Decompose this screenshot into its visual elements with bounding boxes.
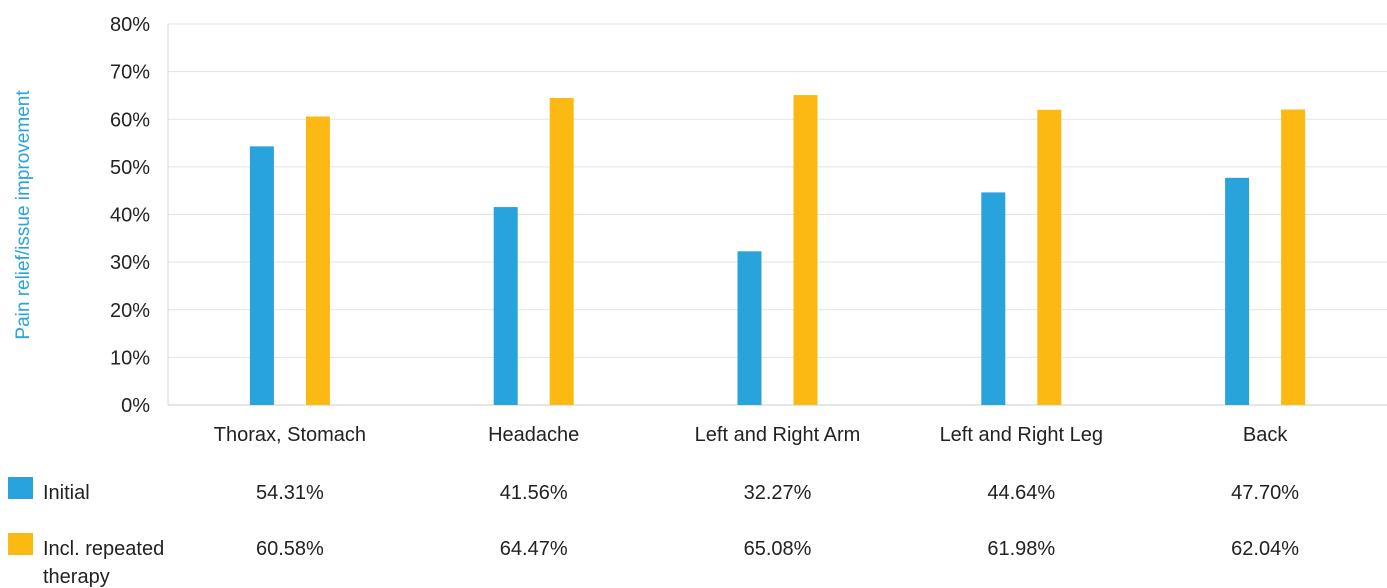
- legend-swatch-initial: [8, 477, 33, 499]
- legend-label: Initial: [43, 482, 90, 504]
- bar-initial: [1225, 177, 1250, 405]
- x-tick-label: Thorax, Stomach: [214, 424, 366, 446]
- legend-label: Incl. repeated: [43, 538, 164, 560]
- bar-initial: [249, 146, 274, 405]
- bars: [249, 95, 1306, 406]
- bar-repeated: [1281, 109, 1306, 406]
- data-label: 60.58%: [256, 538, 324, 560]
- data-label: 47.70%: [1231, 482, 1299, 504]
- x-tick-label: Back: [1243, 424, 1288, 446]
- bar-repeated: [549, 97, 574, 406]
- legend-swatch-repeated: [8, 533, 33, 555]
- y-tick-label: 60%: [110, 109, 150, 131]
- x-axis: Thorax, Stomach Headache Left and Right Ar…: [214, 424, 1289, 446]
- bar-initial: [493, 207, 518, 405]
- y-tick-label: 80%: [110, 14, 150, 36]
- x-tick-label: Left and Right Leg: [940, 424, 1103, 446]
- data-label: 65.08%: [744, 538, 812, 560]
- bar-repeated: [305, 116, 330, 406]
- y-axis: 0% 10% 20% 30% 40% 50% 60% 70% 80%: [110, 14, 150, 417]
- data-label: 44.64%: [987, 482, 1055, 504]
- data-label: 61.98%: [987, 538, 1055, 560]
- data-table: Initial 54.31% 41.56% 32.27% 44.64% 47.70% Inc…: [8, 477, 1299, 588]
- y-tick-label: 10%: [110, 347, 150, 369]
- y-tick-label: 50%: [110, 157, 150, 179]
- bar-initial: [981, 192, 1006, 405]
- data-label: 54.31%: [256, 482, 324, 504]
- y-tick-label: 40%: [110, 205, 150, 227]
- x-tick-label: Headache: [488, 424, 579, 446]
- bar-repeated: [793, 95, 818, 405]
- bar-repeated: [1037, 109, 1062, 405]
- data-label: 62.04%: [1231, 538, 1299, 560]
- x-tick-label: Left and Right Arm: [695, 424, 861, 446]
- gridlines: [167, 23, 1387, 406]
- data-label: 32.27%: [744, 482, 812, 504]
- y-tick-label: 70%: [110, 62, 150, 84]
- data-label: 41.56%: [500, 482, 568, 504]
- y-tick-label: 20%: [110, 300, 150, 322]
- bar-initial: [737, 251, 762, 405]
- legend-label: therapy: [43, 566, 110, 588]
- y-tick-label: 30%: [110, 252, 150, 274]
- y-tick-label: 0%: [121, 395, 150, 417]
- y-axis-label: Pain relief/issue improvement: [13, 90, 34, 340]
- data-label: 64.47%: [500, 538, 568, 560]
